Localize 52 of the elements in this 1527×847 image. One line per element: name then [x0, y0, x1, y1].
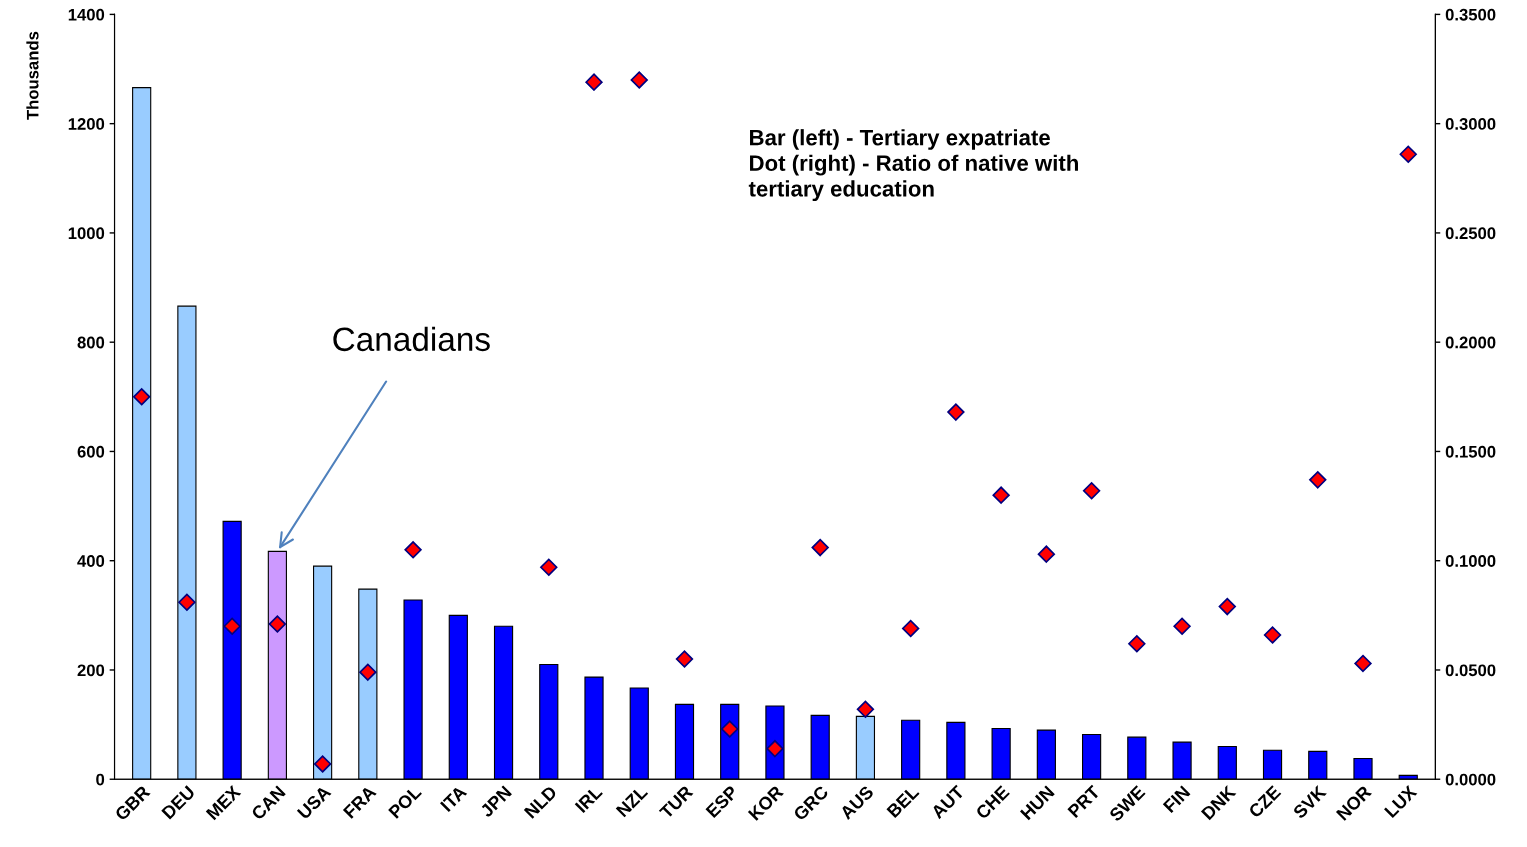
x-tick-label: USA [296, 784, 332, 820]
point [1037, 545, 1056, 563]
point [132, 388, 151, 406]
y2-tick-label: 0.0000 [1445, 773, 1496, 786]
y-tick-label: 0 [96, 773, 105, 786]
y-tick-label: 1400 [68, 8, 105, 21]
point [1399, 145, 1417, 163]
point [1263, 626, 1282, 644]
point [313, 755, 332, 773]
point [585, 73, 603, 91]
y-tick-label: 200 [77, 664, 105, 677]
point [947, 403, 965, 421]
annotation: Bar (left) - Tertiary expatriate Dot (right) - Ratio of native with tertiary education [748, 129, 1078, 202]
point [268, 615, 287, 633]
annotation: Canadians [333, 326, 490, 352]
point [856, 700, 875, 719]
x-tick-label: BEL [886, 784, 920, 819]
x-tick-label: POL [388, 784, 423, 819]
y2-tick-label: 0.3500 [1445, 8, 1496, 21]
point [178, 593, 196, 611]
point [901, 619, 920, 638]
x-tick-label: NZL [615, 784, 649, 818]
point [540, 558, 558, 576]
point [1173, 617, 1191, 635]
y2-tick-label: 0.2000 [1445, 336, 1496, 349]
x-tick-label: ITA [440, 784, 468, 813]
point [811, 538, 829, 557]
point [1082, 482, 1101, 500]
point [1309, 471, 1327, 489]
y-tick-label: 1200 [68, 118, 105, 130]
point [1218, 597, 1236, 616]
point [992, 486, 1010, 504]
y-tick-label: 800 [77, 336, 105, 349]
point [404, 541, 422, 559]
point [359, 663, 377, 681]
y-axis-title: Thousands [26, 31, 39, 120]
y2-tick-label: 0.1500 [1445, 445, 1496, 458]
y2-tick-label: 0.3000 [1445, 118, 1496, 130]
point [630, 71, 648, 89]
y2-tick-label: 0.1000 [1445, 555, 1496, 567]
point [1128, 635, 1146, 653]
y-tick-label: 400 [77, 555, 105, 567]
point [675, 650, 694, 668]
y2-tick-label: 0.0500 [1445, 664, 1496, 677]
x-tick-label: FIN [1162, 785, 1191, 814]
y2-tick-label: 0.2500 [1445, 227, 1496, 240]
x-tick-label: IRL [574, 784, 603, 814]
point [223, 617, 241, 635]
point [721, 720, 739, 738]
point [1354, 654, 1372, 673]
y-tick-label: 1000 [68, 227, 105, 240]
y-tick-label: 600 [77, 445, 105, 458]
